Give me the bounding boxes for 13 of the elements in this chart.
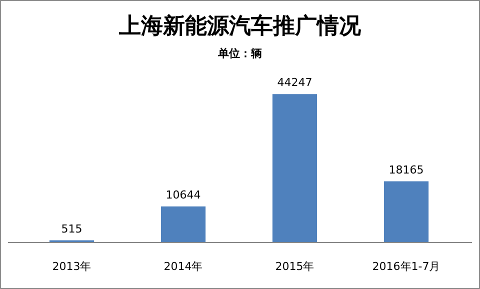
bar <box>160 206 206 242</box>
x-tick-label: 2013年 <box>52 260 92 273</box>
x-tick-label: 2016年1-7月 <box>372 260 440 273</box>
chart-title: 上海新能源汽车推广情况 <box>118 13 362 39</box>
chart-subtitle: 单位：辆 <box>217 47 262 60</box>
bar <box>384 181 429 242</box>
data-label: 18165 <box>388 163 424 176</box>
data-label: 44247 <box>277 76 312 90</box>
x-tick-label: 2015年 <box>275 260 314 273</box>
data-label: 10644 <box>166 188 201 202</box>
bar <box>272 94 318 242</box>
data-label: 515 <box>61 222 82 236</box>
x-tick-label: 2014年 <box>164 260 203 273</box>
